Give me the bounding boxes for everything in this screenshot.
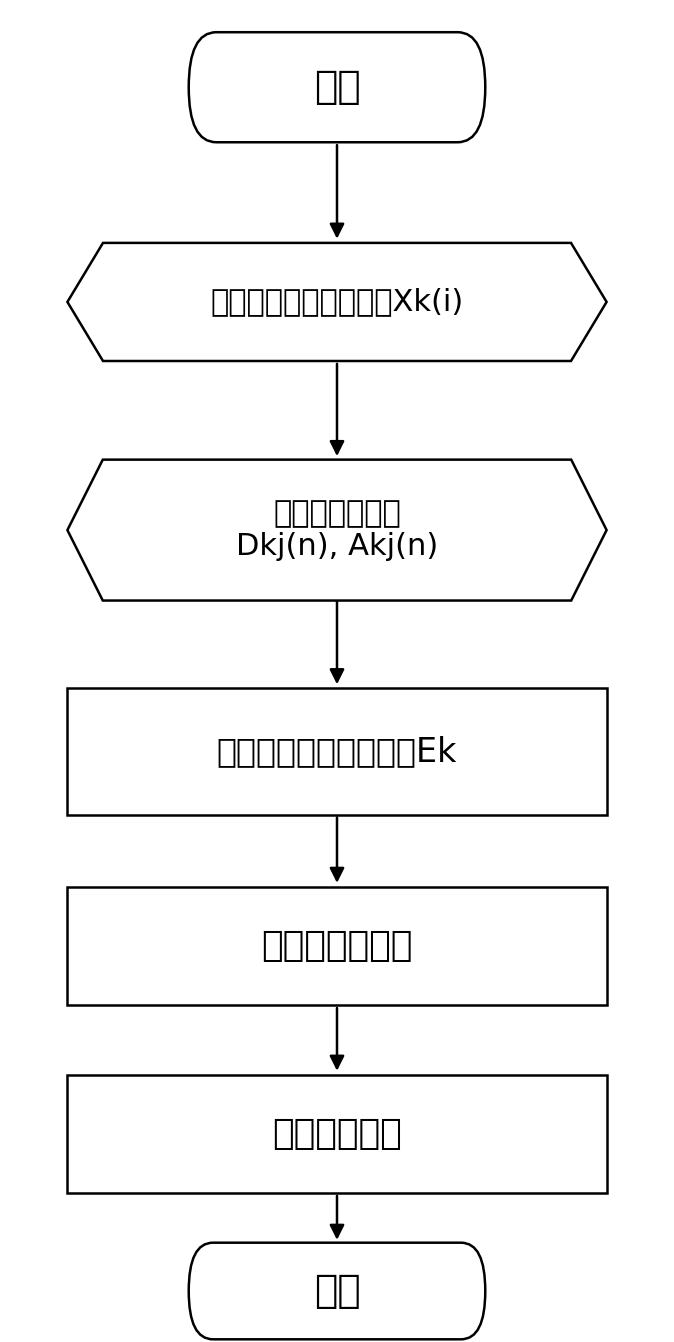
Text: 按母线组读取零序电流Xk(i): 按母线组读取零序电流Xk(i): [210, 287, 464, 317]
Text: 开始: 开始: [313, 68, 361, 106]
Bar: [67, 1075, 607, 1193]
Text: 计算各监测点特征能量Ek: 计算各监测点特征能量Ek: [217, 735, 457, 768]
FancyBboxPatch shape: [189, 32, 485, 142]
Text: 判断是否有故障: 判断是否有故障: [262, 929, 412, 964]
Text: 结束: 结束: [313, 1272, 361, 1310]
Bar: [67, 687, 607, 815]
Text: 小波变换得到：
Dkj(n), Akj(n): 小波变换得到： Dkj(n), Akj(n): [236, 499, 438, 561]
FancyBboxPatch shape: [189, 1243, 485, 1339]
Polygon shape: [67, 459, 607, 601]
Text: 确定故障区间: 确定故障区间: [272, 1117, 402, 1151]
Polygon shape: [67, 243, 607, 361]
Bar: [67, 887, 607, 1005]
